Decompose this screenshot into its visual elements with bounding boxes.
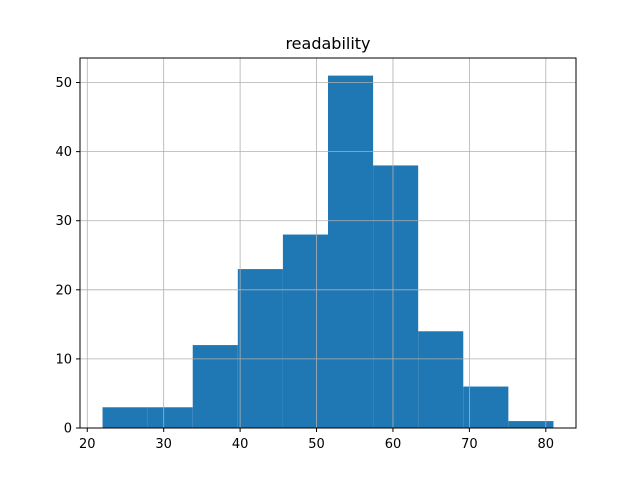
plot-frame bbox=[79, 57, 577, 429]
y-axis: 0 10 20 30 40 50 bbox=[55, 76, 80, 437]
x-tick-label: 20 bbox=[79, 437, 96, 452]
x-tick-label: 70 bbox=[461, 437, 478, 452]
x-tick-label: 60 bbox=[385, 437, 402, 452]
grid-lines bbox=[80, 58, 576, 429]
y-tick-label: 20 bbox=[55, 283, 72, 298]
x-axis: 20 30 40 50 60 70 80 bbox=[79, 428, 554, 452]
y-tick-label: 0 bbox=[64, 422, 72, 437]
histogram-bar bbox=[373, 165, 419, 428]
histogram-bar bbox=[102, 407, 148, 428]
histogram-bar bbox=[418, 331, 464, 428]
histogram-bar bbox=[328, 75, 374, 428]
x-tick-label: 40 bbox=[232, 437, 249, 452]
histogram-bar bbox=[282, 234, 328, 428]
histogram-bar bbox=[147, 407, 193, 428]
y-tick-label: 30 bbox=[55, 214, 72, 229]
histogram-bar bbox=[463, 386, 509, 428]
histogram-bar bbox=[192, 345, 238, 428]
x-tick-label: 30 bbox=[155, 437, 172, 452]
histogram-bar bbox=[508, 421, 554, 428]
histogram-bars bbox=[102, 75, 554, 428]
histogram-bar bbox=[237, 269, 283, 428]
chart-title: readability bbox=[285, 34, 370, 53]
y-tick-label: 40 bbox=[55, 145, 72, 160]
y-tick-label: 50 bbox=[55, 76, 72, 91]
x-tick-label: 50 bbox=[308, 437, 325, 452]
x-tick-label: 80 bbox=[538, 437, 555, 452]
y-tick-label: 10 bbox=[55, 352, 72, 367]
